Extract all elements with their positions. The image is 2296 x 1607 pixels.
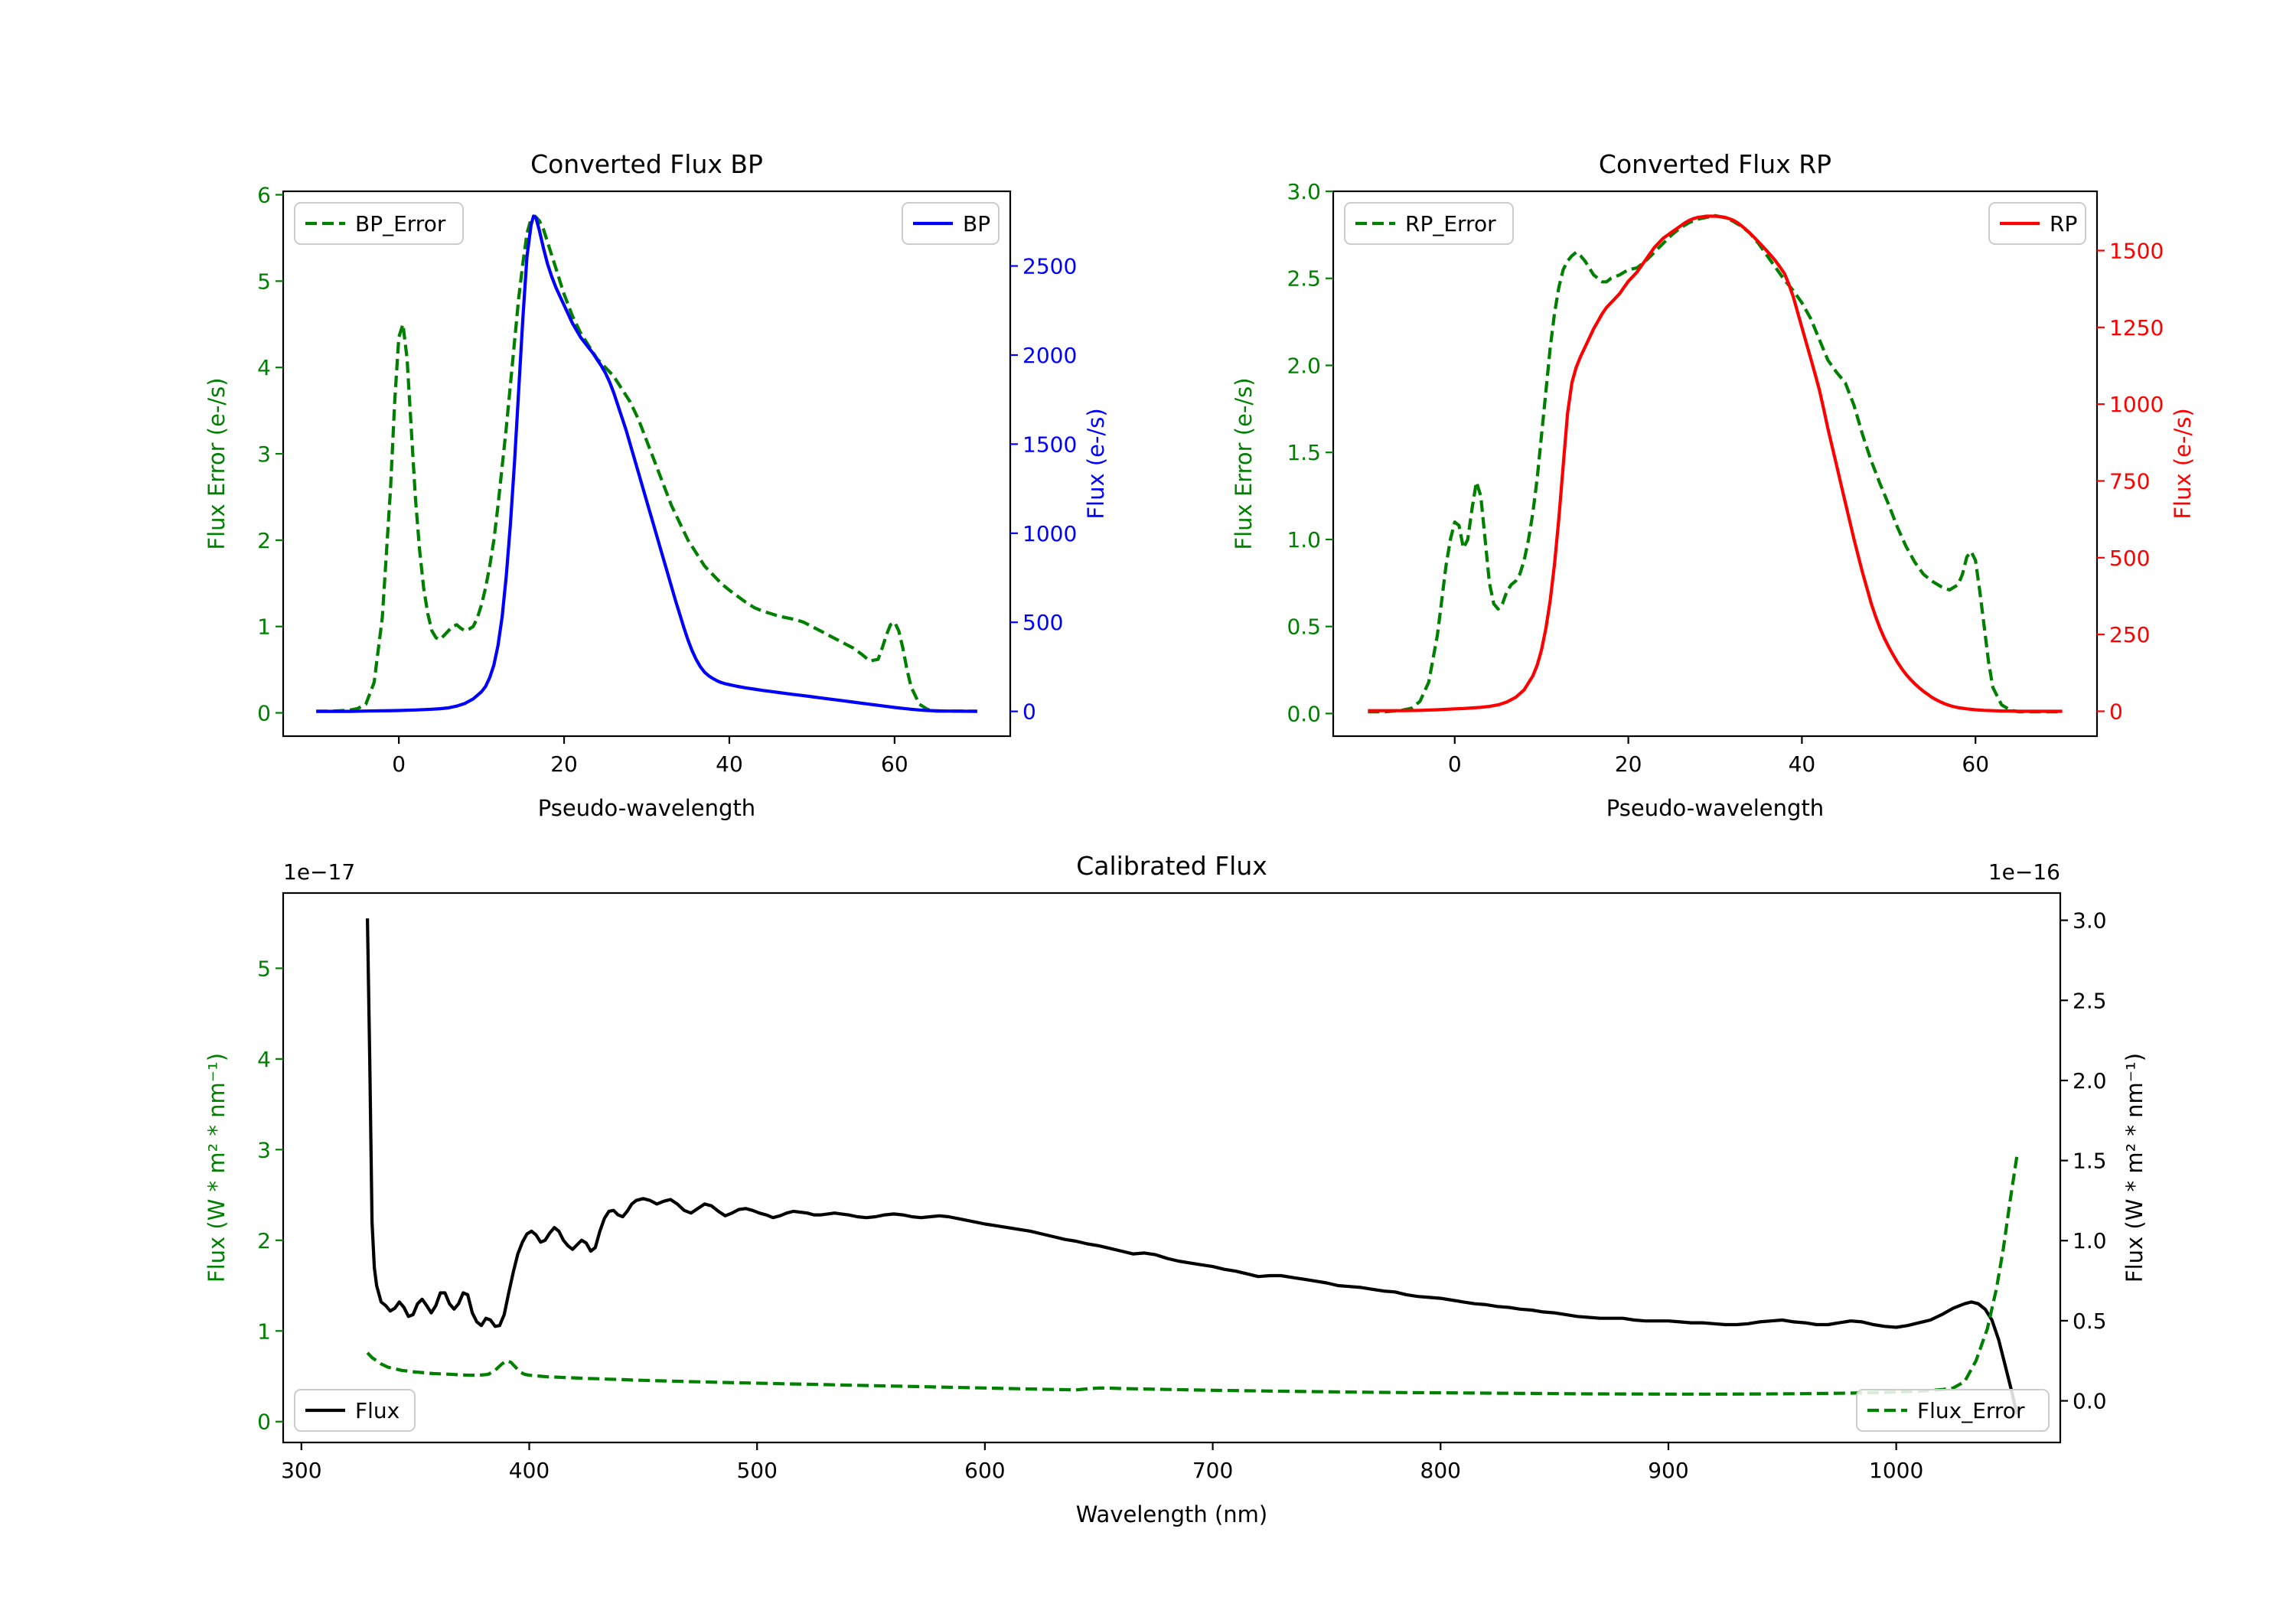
x-tick-label: 1000 <box>1869 1458 1923 1483</box>
y-tick-label: 2.5 <box>1287 266 1321 292</box>
x-tick-label: 800 <box>1420 1458 1461 1483</box>
rp-error-curve <box>1368 214 2063 714</box>
y-tick-label: 3.0 <box>2073 908 2107 934</box>
flux-error-curve <box>366 1155 2019 1396</box>
left-axis-label: Flux Error (e-/s) <box>1231 377 1257 549</box>
legend-box <box>1344 202 1514 245</box>
y-tick-label: 0 <box>2109 699 2123 724</box>
left-offset-text: 1e−17 <box>283 859 355 885</box>
y-tick-label: 4 <box>257 355 271 380</box>
y-tick-label: 1 <box>257 614 271 640</box>
y-tick-label: 1.0 <box>2073 1228 2107 1253</box>
plot-frame <box>282 892 2062 1444</box>
left-axis-label: Flux (W * m² * nm⁻¹) <box>204 1053 230 1283</box>
plot-frame <box>282 190 1012 738</box>
x-tick-label: 0 <box>392 751 406 777</box>
left-axis-label: Flux Error (e-/s) <box>204 377 230 549</box>
y-tick-label: 2000 <box>1022 343 1077 368</box>
legend-label: RP <box>2050 211 2077 236</box>
x-tick-label: 60 <box>1962 751 1989 777</box>
x-tick-label: 700 <box>1192 1458 1233 1483</box>
x-tick-label: 40 <box>1789 751 1816 777</box>
y-tick-label: 3 <box>257 442 271 467</box>
legend-label: BP <box>963 211 990 236</box>
bp-error-curve <box>316 214 977 713</box>
y-tick-label: 0 <box>257 1410 271 1435</box>
bp-curve <box>316 214 977 713</box>
legend-label: Flux <box>355 1398 400 1423</box>
y-tick-label: 1.5 <box>2073 1149 2107 1174</box>
y-tick-label: 5 <box>257 269 271 294</box>
chart-title: Converted Flux RP <box>1599 149 1831 179</box>
y-tick-label: 3 <box>257 1137 271 1162</box>
x-tick-label: 0 <box>1448 751 1462 777</box>
y-tick-label: 2 <box>257 528 271 553</box>
chart-converted-flux-bp: 0 20 40 60 Pseudo-wavelength 0 1 2 3 4 5 6 Flux Erro… <box>204 149 1109 821</box>
y-tick-label: 1000 <box>2109 392 2164 417</box>
legend-label: BP_Error <box>355 211 446 236</box>
y-tick-label: 1.5 <box>1287 440 1321 465</box>
y-tick-label: 1 <box>257 1319 271 1344</box>
x-axis-label: Pseudo-wavelength <box>538 795 755 821</box>
x-tick-label: 20 <box>550 751 578 777</box>
x-tick-label: 400 <box>509 1458 550 1483</box>
y-tick-label: 500 <box>2109 546 2150 571</box>
x-tick-label: 20 <box>1615 751 1642 777</box>
legend-box <box>294 1389 416 1432</box>
y-tick-label: 0 <box>257 701 271 726</box>
y-tick-label: 1.0 <box>1287 527 1321 553</box>
chart-converted-flux-rp: 0 20 40 60 Pseudo-wavelength 0.0 0.5 1.0 1.5 2.0 2… <box>1231 149 2196 821</box>
y-tick-label: 0.5 <box>2073 1309 2107 1334</box>
y-tick-label: 0.5 <box>1287 614 1321 640</box>
flux-curve <box>366 918 2019 1415</box>
legend-box <box>294 202 464 245</box>
right-offset-text: 1e−16 <box>1988 859 2060 885</box>
x-tick-label: 40 <box>716 751 743 777</box>
y-tick-label: 5 <box>257 956 271 981</box>
x-tick-label: 60 <box>881 751 908 777</box>
y-tick-label: 0.0 <box>2073 1389 2107 1414</box>
x-tick-label: 300 <box>281 1458 321 1483</box>
x-axis-label: Pseudo-wavelength <box>1606 795 1824 821</box>
right-axis-label: Flux (e-/s) <box>2170 408 2196 519</box>
chart-title: Converted Flux BP <box>530 149 763 179</box>
y-tick-label: 3.0 <box>1287 179 1321 204</box>
y-tick-label: 2.5 <box>2073 988 2107 1013</box>
legend-box <box>1856 1389 2050 1432</box>
y-tick-label: 500 <box>1022 610 1063 635</box>
y-tick-label: 1250 <box>2109 315 2164 341</box>
legend-label: Flux_Error <box>1917 1398 2025 1423</box>
y-tick-label: 2 <box>257 1228 271 1253</box>
y-tick-label: 1500 <box>1022 432 1077 457</box>
y-tick-label: 6 <box>257 183 271 208</box>
y-tick-label: 0.0 <box>1287 701 1321 726</box>
y-tick-label: 750 <box>2109 468 2150 494</box>
right-axis-label: Flux (e-/s) <box>1083 408 1109 519</box>
plot-frame <box>1332 190 2099 738</box>
chart-calibrated-flux: 300 400 500 600 700 800 900 1000 Wavelength (nm)… <box>204 851 2148 1527</box>
y-tick-label: 4 <box>257 1047 271 1072</box>
y-tick-label: 1500 <box>2109 238 2164 263</box>
y-tick-label: 2.0 <box>2073 1068 2107 1094</box>
legend-label: RP_Error <box>1405 211 1496 236</box>
x-tick-label: 900 <box>1648 1458 1688 1483</box>
y-tick-label: 2.0 <box>1287 353 1321 378</box>
y-tick-label: 2500 <box>1022 254 1077 279</box>
x-tick-label: 600 <box>964 1458 1005 1483</box>
right-axis-label: Flux (W * m² * nm⁻¹) <box>2122 1053 2148 1283</box>
y-tick-label: 0 <box>1022 699 1036 725</box>
x-tick-label: 500 <box>736 1458 777 1483</box>
chart-title: Calibrated Flux <box>1076 851 1267 881</box>
rp-curve <box>1368 214 2063 713</box>
x-axis-label: Wavelength (nm) <box>1076 1501 1268 1527</box>
y-tick-label: 1000 <box>1022 521 1077 546</box>
y-tick-label: 250 <box>2109 622 2150 647</box>
